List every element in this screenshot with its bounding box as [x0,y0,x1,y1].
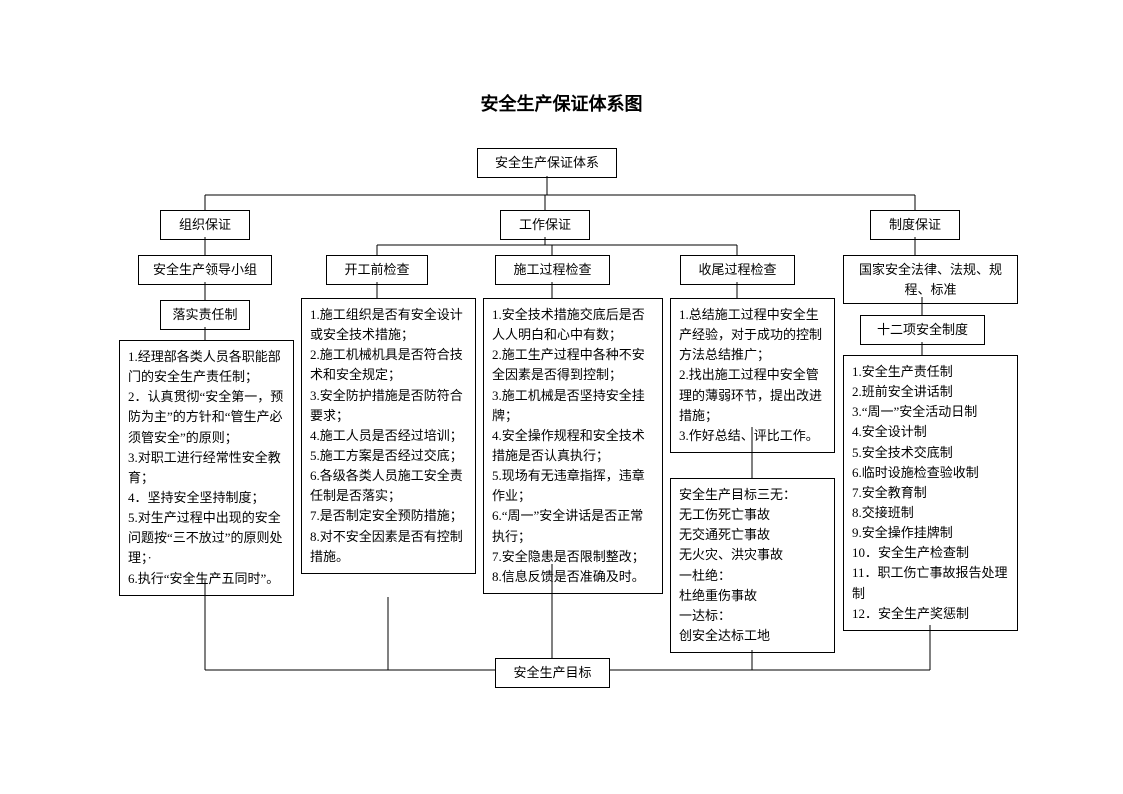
node-org: 组织保证 [160,210,250,240]
node-goal: 安全生产目标 [495,658,610,688]
node-system-laws: 国家安全法律、法规、规程、标准 [843,255,1018,304]
node-work-during: 施工过程检查 [495,255,610,285]
node-org-group: 安全生产领导小组 [138,255,272,285]
node-work-goal-items: 安全生产目标三无： 无工伤死亡事故 无交通死亡事故 无火灾、洪灾事故 一杜绝： … [670,478,835,653]
node-system: 制度保证 [870,210,960,240]
node-work-pre-items: 1.施工组织是否有安全设计或安全技术措施； 2.施工机械机具是否符合技术和安全规… [301,298,476,574]
node-org-items: 1.经理部各类人员各职能部门的安全生产责任制； 2．认真贯彻“安全第一，预防为主… [119,340,294,596]
node-work-during-items: 1.安全技术措施交底后是否人人明白和心中有数； 2.施工生产过程中各种不安全因素… [483,298,663,594]
node-system-twelve: 十二项安全制度 [860,315,985,345]
page-title: 安全生产保证体系图 [0,0,1123,116]
node-work: 工作保证 [500,210,590,240]
node-work-end: 收尾过程检查 [680,255,795,285]
node-work-pre: 开工前检查 [326,255,428,285]
node-root: 安全生产保证体系 [477,148,617,178]
node-org-resp: 落实责任制 [160,300,250,330]
node-work-end-items: 1.总结施工过程中安全生产经验，对于成功的控制方法总结推广； 2.找出施工过程中… [670,298,835,453]
node-system-items: 1.安全生产责任制 2.班前安全讲话制 3.“周一”安全活动日制 4.安全设计制… [843,355,1018,631]
